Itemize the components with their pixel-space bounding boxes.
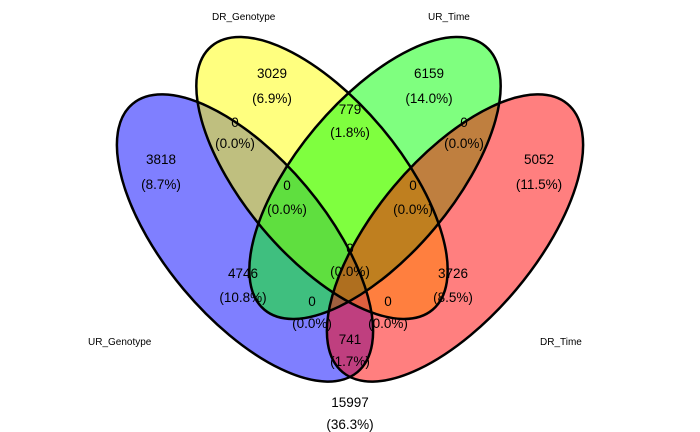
region-count: 741	[339, 332, 362, 347]
region-count: 3029	[257, 66, 287, 81]
region-count: 779	[339, 102, 362, 117]
region-percent: (8.7%)	[141, 177, 181, 192]
region-percent: (0.0%)	[330, 264, 370, 279]
region-percent: (0.0%)	[292, 316, 332, 331]
region-labels: 3818 (8.7%) 3029 (6.9%) 6159 (14.0%) 505…	[141, 66, 562, 432]
set-label-ur-time: UR_Time	[428, 12, 470, 23]
ur-genotype-outline	[115, 93, 375, 383]
region-ur-genotype-ur-time: 4746 (10.8%)	[219, 266, 266, 305]
region-count: 3726	[438, 266, 468, 281]
region-count: 15997	[331, 395, 369, 410]
region-count: 6159	[414, 66, 444, 81]
region-dr-genotype-dr-time: 3726 (8.5%)	[433, 266, 473, 305]
region-percent: (0.0%)	[215, 136, 255, 151]
set-label-dr-genotype: DR_Genotype	[212, 12, 276, 23]
region-percent: (11.5%)	[516, 177, 562, 192]
region-count: 4746	[228, 266, 258, 281]
region-percent: (1.7%)	[330, 354, 370, 369]
region-count: 0	[384, 294, 392, 309]
region-percent: (14.0%)	[405, 91, 452, 106]
region-ur-time-dr-time: 0 (0.0%)	[444, 115, 484, 151]
dr-time-ellipse	[326, 94, 584, 382]
set-fills	[116, 37, 584, 382]
region-ur-genotype-dr-genotype-dr-time: 0 (0.0%)	[368, 294, 408, 331]
set-label-dr-time: DR_Time	[540, 337, 582, 348]
region-percent: (0.0%)	[368, 316, 408, 331]
region-ur-genotype-dr-genotype: 0 (0.0%)	[215, 115, 255, 151]
set-labels: UR_Genotype DR_Genotype UR_Time DR_Time	[88, 12, 582, 348]
set-outlines	[115, 35, 585, 383]
region-dr-genotype-ur-time-dr-time: 0 (0.0%)	[393, 178, 433, 217]
region-percent: (10.8%)	[219, 290, 266, 305]
region-percent: (8.5%)	[433, 290, 473, 305]
region-percent: (1.8%)	[330, 125, 370, 140]
region-ur-genotype-ur-time-dr-time: 0 (0.0%)	[292, 294, 332, 331]
region-count: 3818	[146, 152, 176, 167]
region-only-ur-genotype: 3818 (8.7%)	[141, 152, 181, 192]
region-only-dr-time: 5052 (11.5%)	[516, 152, 562, 192]
region-ur-genotype-dr-genotype-ur-time: 0 (0.0%)	[267, 178, 307, 217]
region-count: 0	[231, 115, 239, 130]
region-only-ur-time: 6159 (14.0%)	[405, 66, 452, 106]
set-label-ur-genotype: UR_Genotype	[88, 337, 152, 348]
region-count: 0	[283, 178, 291, 193]
region-all-four: 0 (0.0%)	[330, 241, 370, 279]
region-ur-genotype-dr-time: 741 (1.7%)	[330, 332, 370, 369]
region-dr-genotype-ur-time: 779 (1.8%)	[330, 102, 370, 140]
region-count: 5052	[524, 152, 554, 167]
region-count: 0	[409, 178, 417, 193]
dr-time-outline	[325, 93, 585, 383]
ur-time-ellipse	[249, 37, 501, 319]
ur-time-outline	[248, 35, 502, 321]
region-percent: (0.0%)	[444, 136, 484, 151]
region-percent: (36.3%)	[326, 417, 373, 432]
region-only-dr-genotype: 3029 (6.9%)	[252, 66, 292, 106]
region-outside: 15997 (36.3%)	[326, 395, 373, 432]
region-percent: (0.0%)	[393, 202, 433, 217]
region-count: 0	[346, 241, 354, 256]
region-percent: (0.0%)	[267, 202, 307, 217]
region-count: 0	[460, 115, 468, 130]
dr-genotype-outline	[195, 35, 449, 321]
region-count: 0	[308, 294, 316, 309]
region-percent: (6.9%)	[252, 91, 292, 106]
